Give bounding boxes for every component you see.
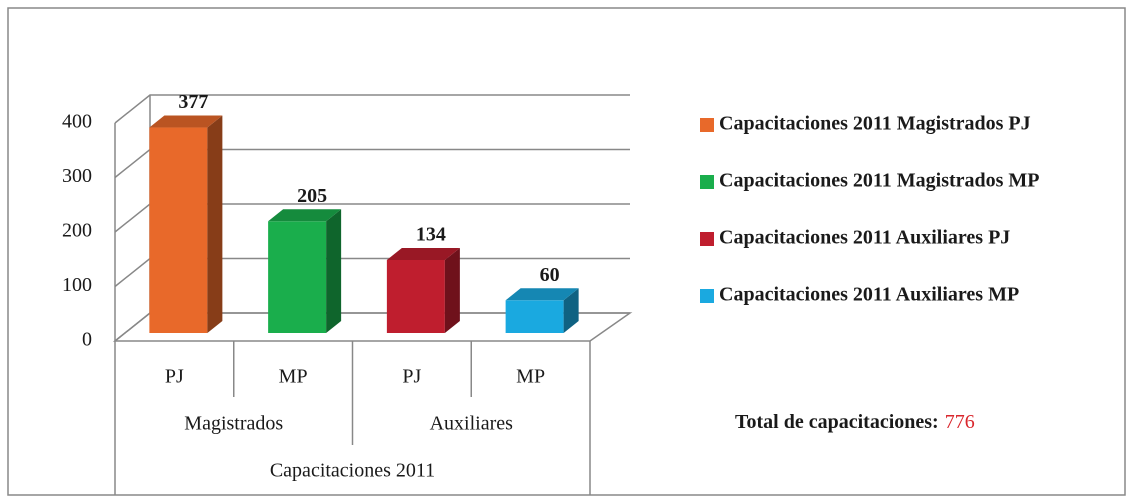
bar-side <box>563 288 579 333</box>
legend-label: Capacitaciones 2011 Auxiliares MP <box>719 284 1019 306</box>
bar-top <box>505 288 579 301</box>
y-tick-label: 200 <box>62 220 92 242</box>
bar-front <box>505 300 564 333</box>
x-tick-label: PJ <box>402 366 421 388</box>
bar-side <box>444 247 460 333</box>
value-label: 377 <box>178 91 208 113</box>
bar-top <box>386 247 460 260</box>
legend-swatch <box>700 289 714 303</box>
total-label: Total de capacitaciones: <box>735 411 939 433</box>
legend-swatch <box>700 118 714 132</box>
bar <box>386 247 460 333</box>
bar-top <box>268 209 342 222</box>
legend-swatch <box>700 175 714 189</box>
bar <box>505 288 579 333</box>
frame <box>7 7 1126 496</box>
value-label: 134 <box>416 224 446 246</box>
x-tick-label: MP <box>516 366 545 388</box>
value-label: 205 <box>297 185 327 207</box>
bar-front <box>268 221 327 333</box>
bar-front <box>386 259 445 333</box>
y-tick-label: 0 <box>82 329 92 351</box>
y-tick-label: 100 <box>62 274 92 296</box>
bar <box>149 115 223 333</box>
legend-label: Capacitaciones 2011 Magistrados PJ <box>719 113 1031 135</box>
bar-top <box>149 115 223 128</box>
bar <box>268 209 342 333</box>
y-tick-label: 400 <box>62 111 92 133</box>
bar-side <box>326 209 342 333</box>
total-value: 776 <box>945 411 975 433</box>
bar-side <box>207 115 223 333</box>
bar-front <box>149 127 208 333</box>
legend-label: Capacitaciones 2011 Magistrados MP <box>719 170 1040 192</box>
group-label: Auxiliares <box>430 413 514 435</box>
value-label: 60 <box>540 264 560 286</box>
x-tick-label: MP <box>279 366 308 388</box>
legend-label: Capacitaciones 2011 Auxiliares PJ <box>719 227 1010 249</box>
group-axis-title: Capacitaciones 2011 <box>270 460 435 482</box>
x-tick-label: PJ <box>165 366 184 388</box>
total-text: Total de capacitaciones: 776 <box>735 411 975 433</box>
group-label: Magistrados <box>184 413 283 435</box>
y-tick-label: 300 <box>62 165 92 187</box>
legend-swatch <box>700 232 714 246</box>
